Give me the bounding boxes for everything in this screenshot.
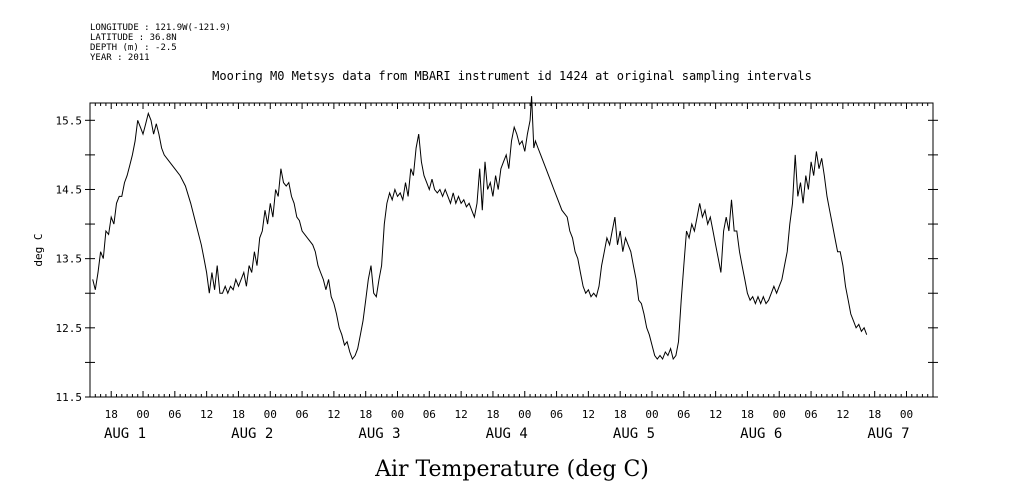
y-tick-label: 13.5 xyxy=(56,253,83,266)
series-line xyxy=(92,96,868,361)
x-tick-label: 06 xyxy=(550,408,563,421)
depth-label: DEPTH (m) : -2.5 xyxy=(90,43,177,53)
x-tick-label: 00 xyxy=(900,408,913,421)
x-tick-label: 18 xyxy=(486,408,499,421)
x-tick-label: 18 xyxy=(741,408,754,421)
y-axis-label: deg C xyxy=(32,233,45,266)
day-label: AUG 4 xyxy=(486,426,528,442)
x-tick-label: 06 xyxy=(804,408,817,421)
data-series xyxy=(92,96,868,361)
metadata-header: LONGITUDE : 121.9W(-121.9) LATITUDE : 36… xyxy=(90,23,231,63)
x-tick-labels: 18 00 06 12 18 00 06 12 18 00 06 12 18 00 06 12 18 00 06 12… xyxy=(105,408,914,421)
x-tick-label: 18 xyxy=(105,408,118,421)
y-tick-labels: 11.5 12.5 13.5 14.5 15.5 xyxy=(56,114,83,404)
x-tick-label: 00 xyxy=(264,408,277,421)
year-label: YEAR : 2011 xyxy=(90,53,150,63)
x-tick-label: 06 xyxy=(168,408,181,421)
x-tick-label: 18 xyxy=(868,408,881,421)
x-tick-label: 18 xyxy=(359,408,372,421)
x-tick-label: 00 xyxy=(773,408,786,421)
x-tick-label: 12 xyxy=(836,408,849,421)
day-label: AUG 6 xyxy=(740,426,782,442)
x-tick-label: 00 xyxy=(391,408,404,421)
chart-title: Mooring M0 Metsys data from MBARI instru… xyxy=(212,69,812,83)
day-label: AUG 3 xyxy=(358,426,400,442)
y-tick-label: 15.5 xyxy=(56,114,83,127)
day-label: AUG 2 xyxy=(231,426,273,442)
y-tick-label: 12.5 xyxy=(56,322,83,335)
x-tick-label: 00 xyxy=(136,408,149,421)
x-tick-label: 18 xyxy=(232,408,245,421)
x-axis-label: Air Temperature (deg C) xyxy=(374,457,649,482)
day-label: AUG 5 xyxy=(613,426,655,442)
y-tick-label: 11.5 xyxy=(56,391,83,404)
x-tick-label: 12 xyxy=(327,408,340,421)
x-tick-label: 12 xyxy=(455,408,468,421)
x-tick-label: 18 xyxy=(614,408,627,421)
tick-marks xyxy=(85,103,938,398)
day-label: AUG 1 xyxy=(104,426,146,442)
x-tick-label: 06 xyxy=(423,408,436,421)
plot-frame xyxy=(89,102,934,398)
longitude-label: LONGITUDE : 121.9W(-121.9) xyxy=(90,23,231,33)
day-label: AUG 7 xyxy=(867,426,909,442)
x-tick-label: 12 xyxy=(582,408,595,421)
day-labels: AUG 1 AUG 2 AUG 3 AUG 4 AUG 5 AUG 6 AUG 7 xyxy=(104,426,910,442)
x-tick-label: 06 xyxy=(295,408,308,421)
y-tick-label: 14.5 xyxy=(56,183,83,196)
x-tick-label: 00 xyxy=(518,408,531,421)
x-tick-label: 06 xyxy=(677,408,690,421)
x-tick-label: 12 xyxy=(200,408,213,421)
x-tick-label: 00 xyxy=(645,408,658,421)
latitude-label: LATITUDE : 36.8N xyxy=(90,33,177,43)
x-tick-label: 12 xyxy=(709,408,722,421)
